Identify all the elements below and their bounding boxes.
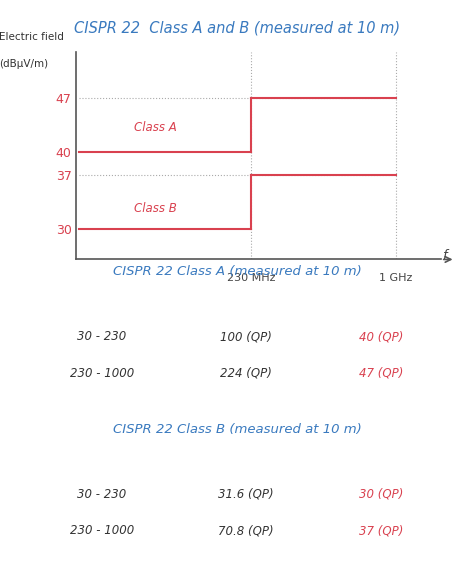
Text: 1 GHz: 1 GHz <box>379 273 413 283</box>
Text: CISPR 22  Class A and B (measured at 10 m): CISPR 22 Class A and B (measured at 10 m… <box>74 20 400 36</box>
Text: CISPR 22 Class A (measured at 10 m): CISPR 22 Class A (measured at 10 m) <box>113 265 361 278</box>
Text: 230 - 1000: 230 - 1000 <box>70 367 134 380</box>
Text: CISPR 22 Class B (measured at 10 m): CISPR 22 Class B (measured at 10 m) <box>113 423 361 436</box>
Text: Class A: Class A <box>134 121 176 135</box>
Text: μV/m: μV/m <box>230 452 261 465</box>
Text: 100 (QP): 100 (QP) <box>220 331 272 343</box>
Text: 70.8 (QP): 70.8 (QP) <box>218 524 273 537</box>
Text: 30 (QP): 30 (QP) <box>359 488 403 501</box>
Text: 230 - 1000: 230 - 1000 <box>70 524 134 537</box>
Text: 40 (QP): 40 (QP) <box>359 331 403 343</box>
Text: dBμV/m QP: dBμV/m QP <box>347 452 414 465</box>
Text: (dBμV/m): (dBμV/m) <box>0 59 48 69</box>
Text: Electric field: Electric field <box>0 31 64 42</box>
Text: Frequency  (MHz): Frequency (MHz) <box>50 452 154 465</box>
Text: Class B: Class B <box>134 202 176 215</box>
Text: 30 - 230: 30 - 230 <box>77 488 127 501</box>
Text: 230 MHz: 230 MHz <box>227 273 276 283</box>
Text: dBμV/m QP: dBμV/m QP <box>347 294 414 307</box>
Text: 224 (QP): 224 (QP) <box>220 367 272 380</box>
Text: f: f <box>443 249 447 262</box>
Text: 31.6 (QP): 31.6 (QP) <box>218 488 273 501</box>
Text: 30 - 230: 30 - 230 <box>77 331 127 343</box>
Text: 37 (QP): 37 (QP) <box>359 524 403 537</box>
Text: Frequency  (MHz): Frequency (MHz) <box>50 294 154 307</box>
Text: 47 (QP): 47 (QP) <box>359 367 403 380</box>
Text: μV/m: μV/m <box>230 294 261 307</box>
